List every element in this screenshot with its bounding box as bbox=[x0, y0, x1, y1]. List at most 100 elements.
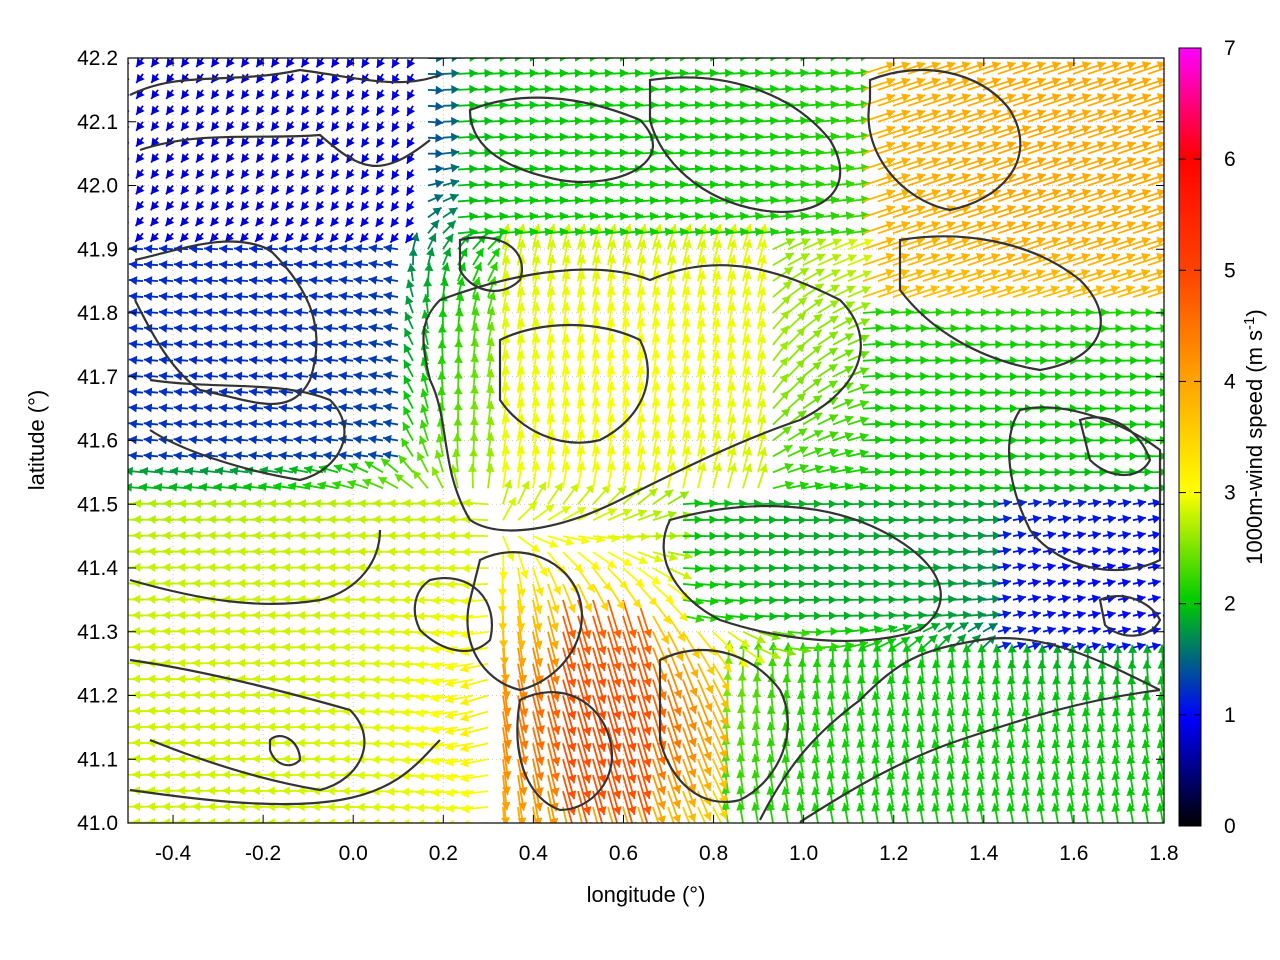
wind-vector bbox=[353, 355, 369, 365]
wind-vector bbox=[637, 806, 645, 823]
y-tick-label: 42.2 bbox=[77, 47, 118, 70]
wind-vector bbox=[1126, 723, 1136, 744]
wind-vector bbox=[607, 663, 622, 704]
wind-vector bbox=[210, 200, 220, 211]
wind-vector bbox=[916, 739, 926, 760]
wind-vector bbox=[961, 787, 971, 808]
wind-vector bbox=[637, 211, 659, 221]
wind-vector bbox=[682, 774, 697, 808]
wind-vector bbox=[502, 211, 523, 221]
wind-vector bbox=[1126, 771, 1136, 792]
wind-vector bbox=[1096, 707, 1106, 728]
wind-vector bbox=[180, 184, 190, 195]
wind-vector bbox=[134, 216, 145, 227]
wind-vector bbox=[1111, 739, 1121, 760]
wind-vector bbox=[712, 663, 731, 692]
wind-vector bbox=[502, 58, 521, 62]
wind-vector bbox=[577, 211, 599, 221]
wind-vector bbox=[338, 371, 354, 381]
wind-vector bbox=[308, 244, 324, 254]
wind-vector bbox=[532, 481, 547, 505]
wind-vector bbox=[1067, 676, 1077, 696]
x-tick-label: 0.2 bbox=[429, 842, 458, 865]
wind-vector bbox=[842, 675, 851, 696]
wind-vector bbox=[199, 466, 219, 476]
wind-vector bbox=[1132, 58, 1136, 59]
wind-vector bbox=[323, 355, 339, 365]
wind-vector bbox=[128, 276, 144, 286]
wind-vector bbox=[856, 755, 866, 776]
wind-vector bbox=[787, 427, 808, 442]
wind-vector bbox=[430, 725, 459, 735]
wind-vector bbox=[1126, 787, 1136, 808]
wind-vector bbox=[150, 89, 160, 100]
wind-vector bbox=[547, 759, 560, 797]
wind-vector bbox=[751, 705, 761, 728]
wind-vector bbox=[403, 359, 414, 378]
wind-vector bbox=[415, 724, 444, 734]
wind-vector bbox=[592, 58, 612, 62]
wind-vector bbox=[697, 758, 712, 792]
wind-vector bbox=[547, 679, 561, 719]
wind-vector bbox=[345, 121, 355, 132]
wind-vector bbox=[225, 169, 235, 179]
wind-vector bbox=[135, 200, 145, 211]
wind-vector bbox=[577, 711, 592, 752]
wind-vector bbox=[338, 419, 354, 429]
wind-vector bbox=[607, 806, 614, 823]
wind-vector bbox=[757, 195, 779, 205]
wind-vector bbox=[442, 163, 460, 173]
wind-vector bbox=[195, 184, 205, 195]
colorbar-tick-label: 7 bbox=[1224, 37, 1236, 60]
wind-vector bbox=[1132, 610, 1146, 620]
wind-vector bbox=[442, 220, 457, 234]
wind-vector bbox=[442, 193, 459, 203]
wind-vector bbox=[1012, 594, 1027, 604]
wind-vector bbox=[802, 361, 822, 378]
wind-vector bbox=[787, 392, 807, 410]
wind-vector bbox=[442, 116, 460, 126]
wind-vector bbox=[1021, 755, 1031, 776]
wind-vector bbox=[383, 307, 399, 317]
wind-vector bbox=[976, 675, 986, 696]
wind-vector bbox=[173, 307, 189, 317]
wind-vector bbox=[300, 121, 310, 132]
wind-vector bbox=[817, 380, 839, 394]
wind-vector bbox=[135, 137, 145, 148]
wind-vector bbox=[263, 451, 279, 461]
contour-line bbox=[867, 68, 1022, 212]
wind-vector bbox=[827, 674, 837, 696]
wind-vector bbox=[209, 232, 219, 243]
wind-vector bbox=[315, 121, 325, 132]
wind-vector bbox=[916, 675, 926, 696]
wind-vector bbox=[442, 101, 460, 111]
wind-vector bbox=[459, 694, 489, 706]
wind-vector bbox=[811, 786, 821, 808]
wind-vector bbox=[255, 200, 265, 211]
wind-vector bbox=[338, 307, 354, 317]
wind-vector bbox=[254, 232, 264, 243]
wind-vector bbox=[577, 727, 592, 768]
wind-vector bbox=[278, 276, 294, 286]
wind-vector bbox=[360, 58, 370, 69]
wind-vector bbox=[263, 260, 279, 270]
wind-vector bbox=[135, 105, 145, 116]
wind-vector bbox=[445, 645, 474, 655]
wind-vector bbox=[270, 137, 280, 148]
wind-vector bbox=[383, 323, 399, 333]
wind-vector bbox=[1057, 610, 1071, 620]
wind-vector bbox=[766, 802, 776, 823]
wind-vector bbox=[405, 279, 415, 298]
wind-vector bbox=[751, 737, 761, 760]
wind-vector bbox=[982, 610, 1001, 620]
wind-vector bbox=[787, 375, 806, 394]
x-tick-label: 1.8 bbox=[1149, 842, 1178, 865]
wind-vector bbox=[203, 403, 219, 413]
wind-vector bbox=[391, 105, 400, 117]
wind-vector bbox=[461, 531, 489, 541]
wind-vector bbox=[360, 169, 370, 180]
wind-vector bbox=[173, 260, 189, 270]
wind-vector bbox=[962, 644, 972, 664]
wind-vector bbox=[1057, 530, 1072, 540]
